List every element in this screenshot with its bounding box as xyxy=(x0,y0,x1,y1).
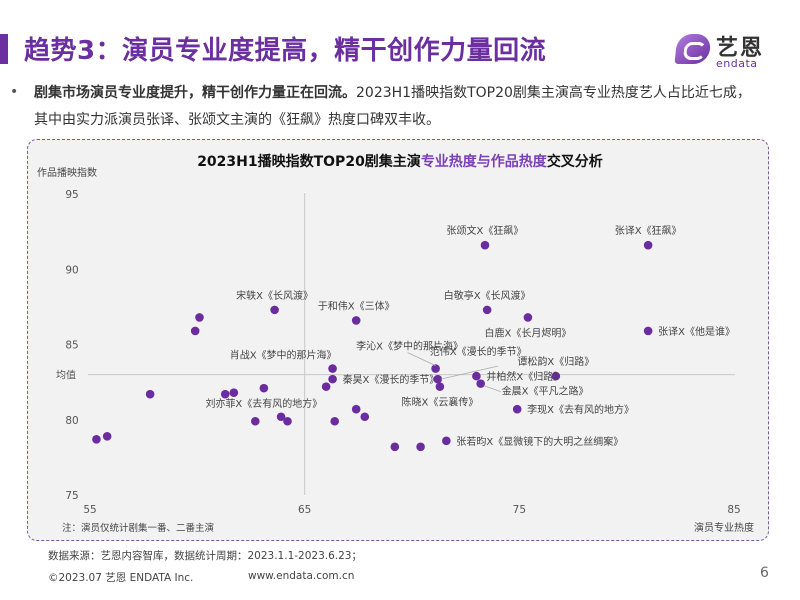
data-point xyxy=(480,240,490,250)
data-point xyxy=(360,412,370,422)
data-point xyxy=(276,412,286,422)
data-point-label: 秦昊X《漫长的季节》 xyxy=(343,373,440,386)
data-point xyxy=(145,389,155,399)
data-point-label: 李现X《去有风的地方》 xyxy=(527,403,634,416)
data-point xyxy=(321,382,331,391)
data-point xyxy=(431,364,440,373)
chart-note: 注：演员仅统计剧集一番、二番主演 xyxy=(62,522,214,534)
data-point xyxy=(328,364,337,373)
data-point xyxy=(416,442,425,452)
data-point xyxy=(390,442,400,452)
chart-title: 2023H1播映指数TOP20剧集主演专业热度与作品热度交叉分析 xyxy=(197,153,603,170)
summary-bullet: 剧集市场演员专业度提升，精干创作力量正在回流。2023H1播映指数TOP20剧集… xyxy=(34,80,764,134)
label-leader-line xyxy=(483,385,501,393)
data-point xyxy=(92,435,101,444)
data-point-label: 陈晓X《云襄传》 xyxy=(401,396,478,409)
data-point xyxy=(250,416,260,426)
data-point xyxy=(523,313,533,322)
data-point-label: 张译X《狂飙》 xyxy=(615,224,682,237)
data-point-label: 白敬亭X《长风渡》 xyxy=(444,289,531,302)
data-point xyxy=(195,313,204,322)
data-point xyxy=(283,416,292,426)
data-point xyxy=(482,305,492,315)
data-point-label: 李沁X《梦中的那片海》 xyxy=(356,340,463,353)
chart-title-part-0: 2023H1播映指数TOP20剧集主演 xyxy=(197,153,421,170)
data-point xyxy=(328,374,337,384)
data-source: 数据来源：艺恩内容智库，数据统计周期：2023.1.1-2023.6.23； xyxy=(48,550,362,562)
data-point-label: 白鹿X《长月烬明》 xyxy=(484,326,571,339)
chart-title-part-1: 专业热度与作品热度 xyxy=(421,153,548,170)
endata-logo: 艺恩 endata xyxy=(674,30,786,72)
x-tick-label: 65 xyxy=(298,504,311,516)
data-point xyxy=(643,326,653,336)
y-axis-label: 作品播映指数 xyxy=(37,166,97,179)
website-link[interactable]: www.endata.com.cn xyxy=(248,570,355,582)
data-point xyxy=(551,371,561,381)
chart-title-part-2: 交叉分析 xyxy=(547,153,603,170)
data-point-label: 张译X《他是谁》 xyxy=(658,325,735,338)
logo-cn-text: 艺恩 xyxy=(716,36,765,61)
data-point xyxy=(351,316,361,325)
page-title: 趋势3：演员专业度提高，精干创作力量回流 xyxy=(24,36,547,66)
mean-label: 均值 xyxy=(56,369,76,382)
label-leader-line xyxy=(407,352,436,366)
y-tick-label: 95 xyxy=(65,189,78,201)
data-point-label: 范伟X《漫长的季节》 xyxy=(430,345,527,358)
page-number: 6 xyxy=(760,565,769,581)
data-point-label: 井柏然X《归路》 xyxy=(486,370,563,383)
logo-en-text: endata xyxy=(716,57,758,70)
data-point xyxy=(229,388,239,397)
data-point-label: 张颂文X《狂飙》 xyxy=(447,224,524,237)
y-tick-label: 90 xyxy=(65,264,78,276)
data-point xyxy=(442,436,451,446)
y-tick-label: 75 xyxy=(65,490,78,502)
y-tick-label: 80 xyxy=(65,415,78,427)
x-axis-label: 演员专业热度 xyxy=(694,521,754,534)
data-point xyxy=(512,404,522,414)
copyright: ©2023.07 艺恩 ENDATA Inc. xyxy=(48,572,194,584)
data-point-label: 张若昀X《显微镜下的大明之丝绸案》 xyxy=(456,435,623,448)
summary-bold: 剧集市场演员专业度提升，精干创作力量正在回流。 xyxy=(34,85,356,101)
data-point-label: 刘亦菲X《去有风的地方》 xyxy=(205,397,322,410)
data-point xyxy=(435,382,445,391)
data-point xyxy=(270,305,279,315)
x-tick-label: 55 xyxy=(83,504,96,516)
data-point xyxy=(102,432,112,441)
data-point-label: 肖战X《梦中的那片海》 xyxy=(230,349,337,362)
data-point xyxy=(330,416,340,426)
x-tick-label: 75 xyxy=(513,504,526,516)
data-point xyxy=(476,379,485,388)
data-point xyxy=(643,240,653,250)
data-point xyxy=(190,326,200,336)
chart-panel xyxy=(27,139,769,541)
data-point xyxy=(472,371,481,381)
label-leader-line xyxy=(440,365,498,380)
data-point-label: 谭松韵X《归路》 xyxy=(517,355,594,368)
data-point xyxy=(351,404,361,414)
bullet-marker: • xyxy=(10,84,19,100)
data-point xyxy=(220,389,230,399)
y-tick-label: 85 xyxy=(65,340,78,352)
data-point-label: 金晨X《平凡之路》 xyxy=(502,385,589,398)
title-accent-bar xyxy=(0,34,8,64)
summary-text: 2023H1播映指数TOP20剧集主演高专业热度艺人占比近七成，其中由实力派演员… xyxy=(34,85,751,128)
data-point-label: 宋轶X《长风渡》 xyxy=(236,289,313,302)
data-point-label: 于和伟X《三体》 xyxy=(318,299,395,312)
data-point xyxy=(433,374,443,384)
data-point xyxy=(259,383,269,393)
x-tick-label: 85 xyxy=(727,504,740,516)
